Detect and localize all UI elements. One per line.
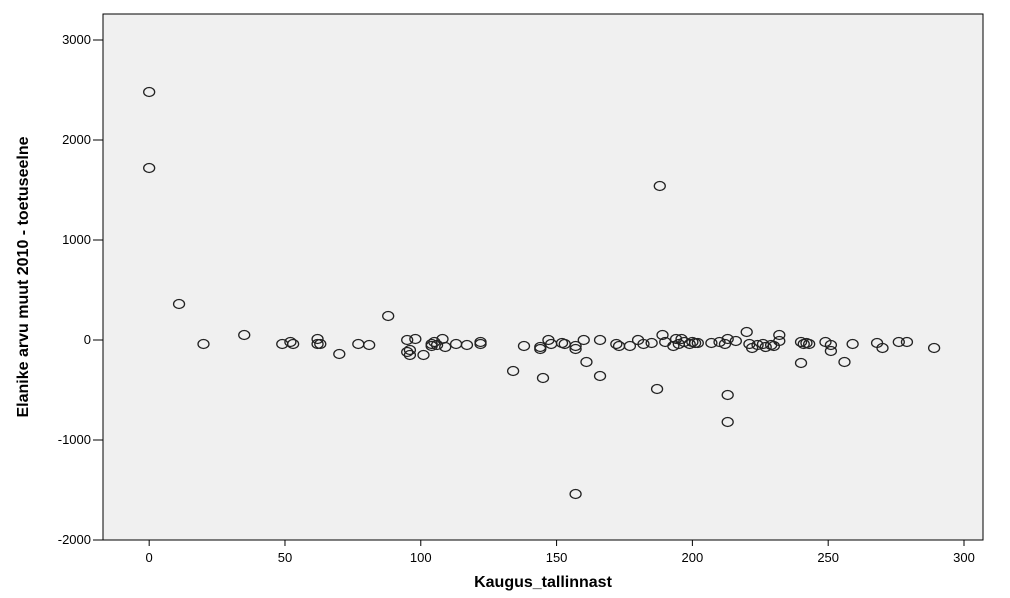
scatter-point	[645, 337, 658, 349]
scatter-point	[403, 349, 417, 361]
data-points	[143, 86, 941, 500]
scatter-point	[610, 338, 623, 350]
scatter-point	[824, 339, 838, 351]
scatter-point	[751, 339, 764, 351]
scatter-point	[333, 348, 346, 360]
scatter-point	[593, 334, 607, 346]
y-axis: -2000 -1000 0 1000 2000 3000	[58, 32, 103, 547]
scatter-point	[284, 336, 297, 348]
scatter-point	[409, 333, 422, 345]
scatter-point	[569, 488, 582, 500]
x-axis: 0 50 100 150 200 250 300	[146, 540, 975, 565]
scatter-point	[474, 338, 487, 350]
scatter-point	[286, 338, 300, 350]
scatter-point	[838, 356, 851, 368]
scatter-point	[650, 383, 664, 395]
scatter-point	[238, 329, 251, 341]
scatter-point	[656, 329, 669, 341]
scatter-point	[314, 338, 327, 350]
y-tick-label: 1000	[62, 232, 91, 247]
scatter-point	[721, 389, 734, 401]
scatter-point	[401, 346, 414, 358]
scatter-point	[536, 372, 550, 384]
scatter-point	[534, 343, 547, 355]
scatter-point	[506, 365, 520, 377]
scatter-point	[363, 339, 376, 351]
scatter-point	[580, 356, 593, 368]
x-tick-label: 150	[546, 550, 568, 565]
scatter-point	[403, 344, 417, 356]
scatter-point	[705, 337, 718, 349]
scatter-point	[876, 342, 889, 354]
scatter-point	[569, 343, 582, 355]
scatter-point	[143, 162, 156, 174]
scatter-point	[721, 333, 734, 345]
x-tick-label: 0	[146, 550, 153, 565]
scatter-point	[691, 337, 704, 349]
scatter-point	[428, 336, 441, 348]
x-tick-label: 50	[278, 550, 292, 565]
x-tick-label: 100	[410, 550, 432, 565]
scatter-point	[794, 357, 808, 369]
y-tick-label: 0	[84, 332, 91, 347]
scatter-point	[683, 338, 696, 350]
scatter-point	[803, 338, 816, 350]
scatter-point	[892, 336, 905, 348]
scatter-point	[517, 340, 531, 352]
scatter-point	[900, 336, 914, 348]
scatter-point	[382, 310, 395, 322]
scatter-point	[439, 341, 452, 353]
scatter-point	[759, 341, 772, 353]
scatter-point	[577, 334, 590, 346]
scatter-point	[794, 336, 808, 348]
plot-area	[102, 13, 984, 541]
scatter-point	[675, 333, 688, 345]
scatter-point	[927, 342, 941, 354]
scatter-point	[773, 335, 786, 347]
scatter-point	[653, 180, 666, 192]
scatter-point	[773, 329, 786, 341]
scatter-point	[569, 340, 582, 352]
scatter-point	[846, 338, 859, 350]
scatter-point	[718, 338, 732, 350]
scatter-point	[143, 86, 156, 98]
x-axis-title: Kaugus_tallinnast	[474, 574, 612, 591]
y-tick-label: 2000	[62, 132, 91, 147]
scatter-point	[637, 338, 650, 350]
scatter-point	[197, 338, 210, 350]
y-tick-label: 3000	[62, 32, 91, 47]
scatter-point	[623, 340, 637, 352]
y-axis-title: Elanike arvu muut 2010 - toetuseelne	[15, 136, 32, 417]
scatter-point	[824, 345, 838, 357]
scatter-point	[721, 416, 734, 428]
x-tick-label: 200	[682, 550, 704, 565]
y-tick-label: -1000	[58, 432, 91, 447]
y-tick-label: -2000	[58, 532, 91, 547]
scatter-point	[417, 349, 430, 361]
scatter-point	[460, 339, 474, 351]
x-tick-label: 250	[817, 550, 839, 565]
scatter-point	[740, 326, 753, 338]
scatter-point	[669, 333, 683, 345]
x-tick-label: 300	[953, 550, 975, 565]
scatter-point	[713, 336, 726, 348]
scatter-point	[593, 370, 607, 382]
scatter-point	[667, 340, 680, 352]
scatter-point	[172, 298, 186, 310]
scatter-point	[311, 333, 324, 345]
scatter-point	[401, 334, 414, 346]
scatter-point	[729, 335, 742, 347]
